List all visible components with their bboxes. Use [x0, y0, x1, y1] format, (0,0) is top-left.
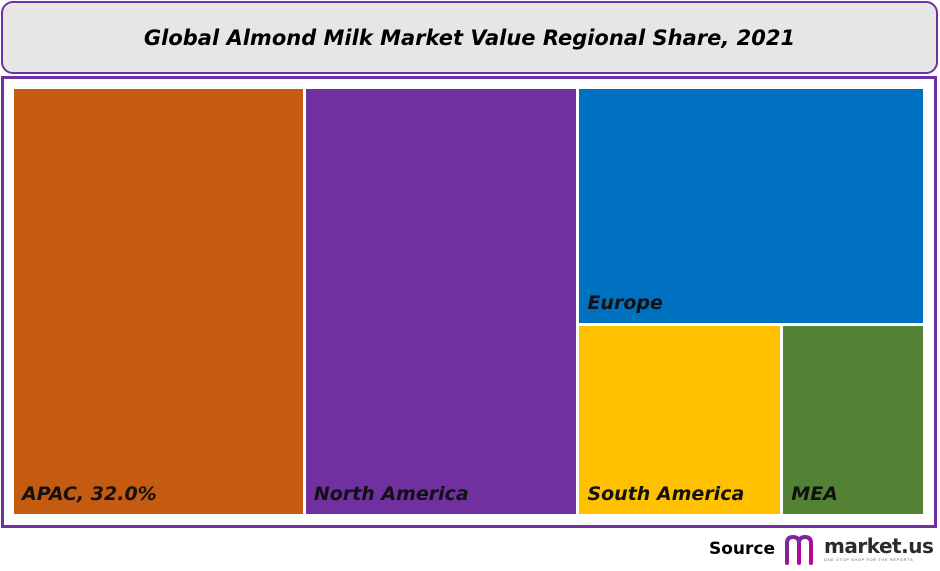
- treemap-label-mea: MEA: [791, 482, 838, 505]
- chart-title-box: Global Almond Milk Market Value Regional…: [1, 1, 938, 74]
- treemap-tile-mea: MEA: [783, 325, 926, 517]
- chart-title: Global Almond Milk Market Value Regional…: [143, 25, 796, 50]
- treemap-tile-north-america: North America: [305, 89, 580, 517]
- treemap-tile-apac: APAC, 32.0%: [14, 89, 306, 517]
- brand-name: market.us: [824, 534, 934, 558]
- source-row: Source market.us ONE STOP SHOP FOR THE R…: [700, 530, 938, 568]
- treemap-frame: APAC, 32.0% North America Europe South Amer…: [1, 76, 937, 528]
- treemap-label-north-america: North America: [313, 483, 469, 505]
- treemap-tile-south-america: South America: [579, 325, 784, 517]
- source-label: Source: [709, 539, 776, 559]
- treemap-tile-europe: Europe: [579, 89, 926, 326]
- market-us-logo: market.us ONE STOP SHOP FOR THE REPORTS: [785, 533, 934, 565]
- market-us-logo-icon: [785, 534, 821, 565]
- treemap-area: APAC, 32.0% North America Europe South Amer…: [14, 89, 926, 517]
- treemap-label-europe: Europe: [587, 291, 663, 314]
- brand-tagline: ONE STOP SHOP FOR THE REPORTS: [824, 557, 914, 562]
- treemap-label-apac: APAC, 32.0%: [22, 483, 157, 505]
- treemap-label-south-america: South America: [587, 482, 745, 505]
